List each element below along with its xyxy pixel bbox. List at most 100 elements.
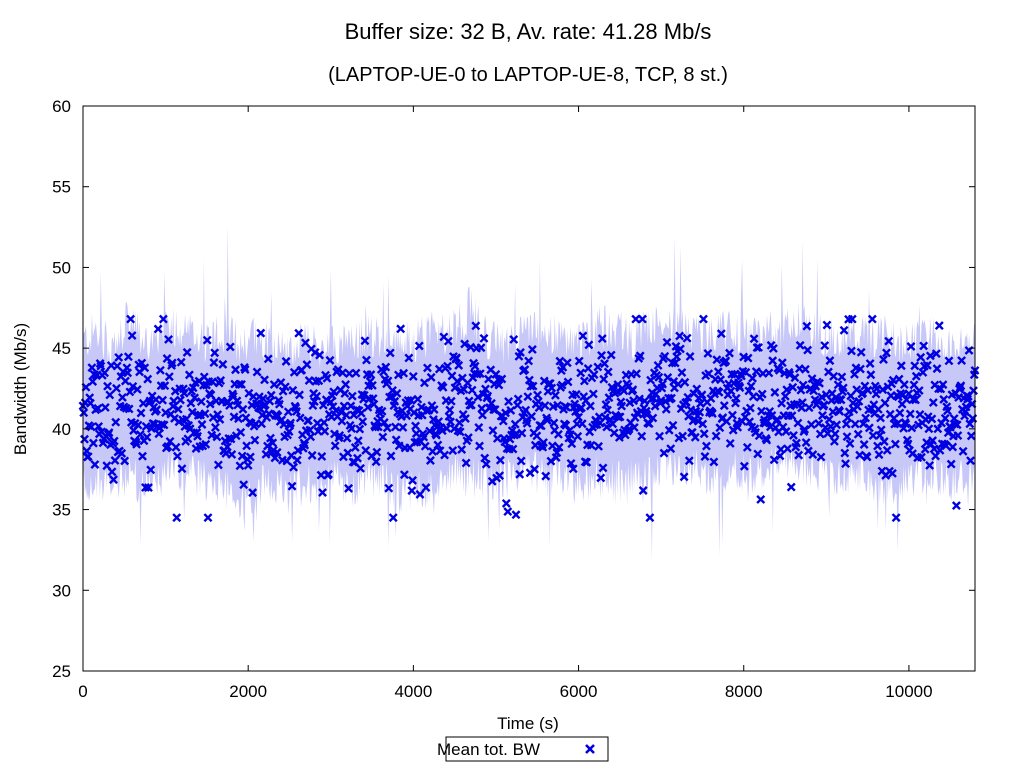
data-point <box>495 471 505 481</box>
data-point <box>88 377 98 386</box>
data-point <box>339 401 349 411</box>
data-point <box>847 314 857 324</box>
data-point <box>756 494 766 504</box>
data-point <box>659 448 669 458</box>
data-point <box>343 448 353 458</box>
data-point <box>632 369 641 379</box>
data-point <box>448 446 458 455</box>
data-point <box>326 397 336 407</box>
data-point <box>213 460 223 470</box>
y-tick: 35 <box>52 501 975 520</box>
data-point <box>638 486 648 495</box>
data-point <box>508 444 518 454</box>
data-point <box>320 426 330 436</box>
data-point <box>384 483 394 493</box>
data-point <box>680 377 690 387</box>
y-tick: 30 <box>52 581 975 600</box>
data-point <box>597 334 607 344</box>
data-point <box>845 439 855 449</box>
data-point <box>526 381 536 391</box>
data-point <box>966 431 976 441</box>
data-point <box>170 386 180 396</box>
data-point <box>437 426 447 436</box>
data-point <box>421 483 431 493</box>
data-point <box>843 413 853 423</box>
data-point <box>804 403 814 413</box>
data-point <box>210 348 220 358</box>
data-point <box>855 450 865 460</box>
data-point <box>703 348 713 358</box>
data-point <box>687 427 697 437</box>
x-tick: 2000 <box>229 106 267 701</box>
data-point <box>577 419 587 429</box>
data-point <box>281 356 291 366</box>
data-point <box>540 401 550 410</box>
data-point <box>700 452 710 461</box>
data-point <box>931 349 941 359</box>
data-point <box>853 429 863 439</box>
data-point <box>109 436 119 446</box>
data-point <box>739 461 749 471</box>
data-point <box>141 482 150 492</box>
data-point <box>205 399 215 409</box>
x-tick-label: 8000 <box>725 682 763 701</box>
data-point <box>269 380 279 389</box>
data-point <box>946 459 956 469</box>
data-point <box>318 488 328 497</box>
data-point <box>137 358 147 368</box>
data-point <box>586 440 596 450</box>
data-point <box>846 391 856 401</box>
data-point <box>338 368 348 378</box>
data-point <box>741 367 751 377</box>
data-point <box>167 358 177 368</box>
data-point <box>236 427 246 437</box>
data-point <box>210 422 220 432</box>
y-tick-label: 60 <box>52 97 71 116</box>
data-point <box>584 340 594 350</box>
data-point <box>882 445 892 455</box>
data-point <box>124 404 134 414</box>
data-point <box>446 417 455 427</box>
data-point <box>770 387 780 397</box>
data-point <box>967 399 977 409</box>
data-point <box>817 392 827 402</box>
data-point <box>695 407 705 417</box>
data-point <box>951 501 961 511</box>
data-point <box>125 387 135 397</box>
data-point <box>938 380 948 390</box>
data-point <box>878 385 888 395</box>
data-point <box>258 394 268 404</box>
data-point <box>844 407 854 417</box>
data-point <box>361 355 371 365</box>
data-point <box>798 380 808 390</box>
data-point <box>887 468 897 478</box>
data-point <box>530 464 540 474</box>
data-point <box>486 398 496 408</box>
data-point <box>565 430 575 439</box>
data-point <box>907 423 917 433</box>
data-point <box>181 414 191 424</box>
y-tick: 40 <box>52 420 975 439</box>
y-tick: 25 <box>52 662 975 681</box>
chart-subtitle: (LAPTOP-UE-0 to LAPTOP-UE-8, TCP, 8 st.) <box>328 64 728 86</box>
data-point <box>715 423 725 433</box>
x-tick: 0 <box>78 106 88 701</box>
data-point <box>467 385 477 395</box>
data-point <box>677 368 687 377</box>
data-point <box>483 391 493 401</box>
data-point <box>442 423 452 433</box>
data-point <box>725 348 734 358</box>
data-point <box>745 403 755 413</box>
data-point <box>419 432 429 442</box>
data-point <box>924 424 934 434</box>
data-point <box>712 355 722 365</box>
data-point <box>358 417 368 427</box>
data-point <box>100 368 110 378</box>
data-point <box>721 356 731 366</box>
x-tick-label: 4000 <box>394 682 432 701</box>
data-point <box>594 441 604 451</box>
data-point <box>934 321 944 331</box>
data-point <box>966 456 975 466</box>
data-point <box>371 457 381 467</box>
data-point <box>340 389 350 398</box>
